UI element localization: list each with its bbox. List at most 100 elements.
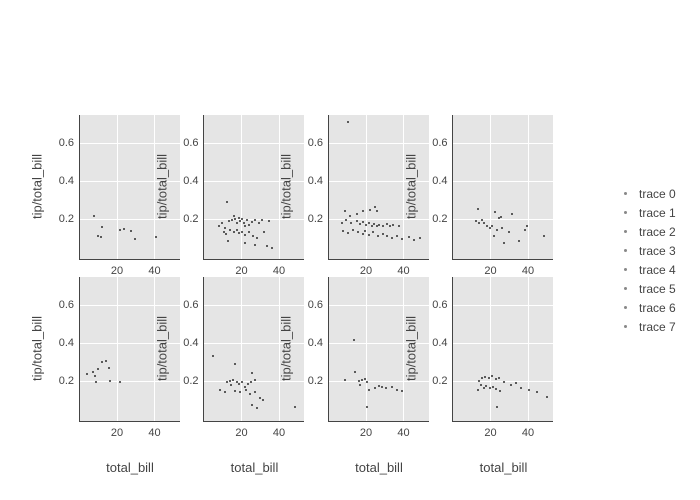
x-tick-label: 40 bbox=[148, 265, 161, 277]
scatter-point bbox=[261, 219, 263, 222]
scatter-point bbox=[233, 363, 236, 366]
scatter-point bbox=[502, 241, 505, 244]
scatter-point bbox=[253, 379, 256, 381]
scatter-point bbox=[234, 217, 237, 220]
plot-area[interactable] bbox=[78, 277, 180, 422]
plot-area[interactable] bbox=[452, 277, 553, 422]
scatter-point bbox=[107, 366, 110, 369]
scatter-point bbox=[377, 234, 380, 237]
scatter-point bbox=[236, 221, 239, 224]
scatter-point bbox=[488, 376, 491, 379]
scatter-point bbox=[344, 379, 347, 381]
scatter-point bbox=[355, 212, 358, 215]
scatter-point bbox=[400, 237, 403, 240]
plot-area[interactable] bbox=[203, 277, 304, 422]
scatter-point bbox=[248, 393, 251, 396]
scatter-point bbox=[536, 390, 539, 393]
scatter-point bbox=[382, 224, 385, 227]
legend-item-trace-6[interactable]: trace 6 bbox=[616, 298, 676, 317]
legend-item-trace-3[interactable]: trace 3 bbox=[616, 241, 676, 260]
scatter-marker-icon bbox=[624, 325, 627, 328]
y-tick-label: 0.6 bbox=[58, 136, 74, 149]
scatter-point bbox=[244, 233, 247, 236]
scatter-point bbox=[244, 241, 247, 244]
scatter-point bbox=[375, 225, 378, 228]
y-tick-label: 0.2 bbox=[183, 212, 199, 225]
scatter-point bbox=[262, 230, 265, 233]
scatter-point bbox=[238, 232, 241, 234]
scatter-point bbox=[361, 379, 364, 381]
scatter-point bbox=[353, 370, 356, 373]
legend-item-trace-0[interactable]: trace 0 bbox=[616, 184, 676, 203]
y-tick-label: 0.4 bbox=[183, 174, 199, 187]
scatter-point bbox=[250, 403, 253, 406]
gridline bbox=[116, 115, 118, 259]
scatter-point bbox=[486, 225, 489, 228]
gridline bbox=[204, 142, 304, 144]
legend-item-label: trace 5 bbox=[639, 281, 676, 296]
scatter-point bbox=[365, 223, 368, 226]
plot-area[interactable] bbox=[203, 115, 304, 260]
gridline bbox=[453, 304, 553, 306]
scatter-point bbox=[225, 200, 228, 203]
gridline bbox=[278, 115, 280, 259]
scatter-point bbox=[267, 219, 270, 222]
scatter-point bbox=[212, 354, 215, 357]
scatter-point bbox=[367, 388, 370, 391]
legend-item-trace-1[interactable]: trace 1 bbox=[616, 203, 676, 222]
scatter-point bbox=[366, 381, 369, 384]
x-axis-title: total_bill bbox=[355, 460, 403, 475]
scatter-point bbox=[99, 236, 102, 238]
scatter-point bbox=[350, 221, 353, 224]
scatter-point bbox=[526, 225, 529, 228]
y-tick-label: 0.2 bbox=[432, 374, 448, 387]
scatter-point bbox=[488, 387, 491, 390]
scatter-point bbox=[232, 215, 235, 218]
scatter-point bbox=[389, 225, 392, 228]
scatter-point bbox=[357, 379, 360, 382]
scatter-point bbox=[134, 237, 137, 240]
scatter-point bbox=[501, 226, 503, 229]
gridline bbox=[365, 277, 367, 421]
plot-area[interactable] bbox=[452, 115, 553, 260]
legend-item-label: trace 1 bbox=[639, 205, 676, 220]
gridline bbox=[241, 277, 242, 421]
scatter-point bbox=[249, 381, 252, 384]
y-tick-label: 0.6 bbox=[432, 136, 448, 149]
scatter-point bbox=[492, 235, 495, 238]
scatter-point bbox=[221, 221, 224, 224]
legend-item-trace-7[interactable]: trace 7 bbox=[616, 317, 676, 336]
scatter-point bbox=[251, 235, 254, 238]
legend-item-label: trace 3 bbox=[639, 243, 676, 258]
scatter-point bbox=[496, 228, 499, 231]
scatter-point bbox=[226, 240, 229, 243]
scatter-point bbox=[232, 231, 235, 234]
gridline bbox=[490, 115, 491, 259]
legend-item-trace-5[interactable]: trace 5 bbox=[616, 279, 676, 298]
y-tick-label: 0.6 bbox=[183, 136, 199, 149]
scatter-point bbox=[362, 221, 365, 224]
scatter-point bbox=[100, 225, 103, 228]
scatter-point bbox=[498, 376, 500, 379]
plot-area[interactable] bbox=[327, 115, 429, 260]
y-tick-label: 0.2 bbox=[307, 374, 323, 387]
y-tick-label: 0.2 bbox=[58, 374, 74, 387]
legend-item-trace-4[interactable]: trace 4 bbox=[616, 260, 676, 279]
gridline bbox=[527, 277, 529, 421]
scatter-point bbox=[246, 219, 248, 222]
scatter-point bbox=[247, 383, 250, 386]
scatter-point bbox=[340, 221, 343, 224]
scatter-point bbox=[499, 216, 502, 218]
scatter-point bbox=[247, 223, 250, 226]
legend-item-trace-2[interactable]: trace 2 bbox=[616, 222, 676, 241]
x-tick-label: 20 bbox=[484, 427, 497, 439]
scatter-point bbox=[222, 230, 225, 233]
scatter-point bbox=[385, 222, 388, 225]
scatter-point bbox=[245, 388, 248, 391]
scatter-point bbox=[348, 215, 351, 218]
plot-area[interactable] bbox=[78, 115, 180, 260]
gridline bbox=[453, 218, 553, 220]
scatter-point bbox=[347, 232, 350, 234]
y-axis-title: tip/total_bill bbox=[29, 315, 45, 382]
plot-area[interactable] bbox=[327, 277, 429, 422]
